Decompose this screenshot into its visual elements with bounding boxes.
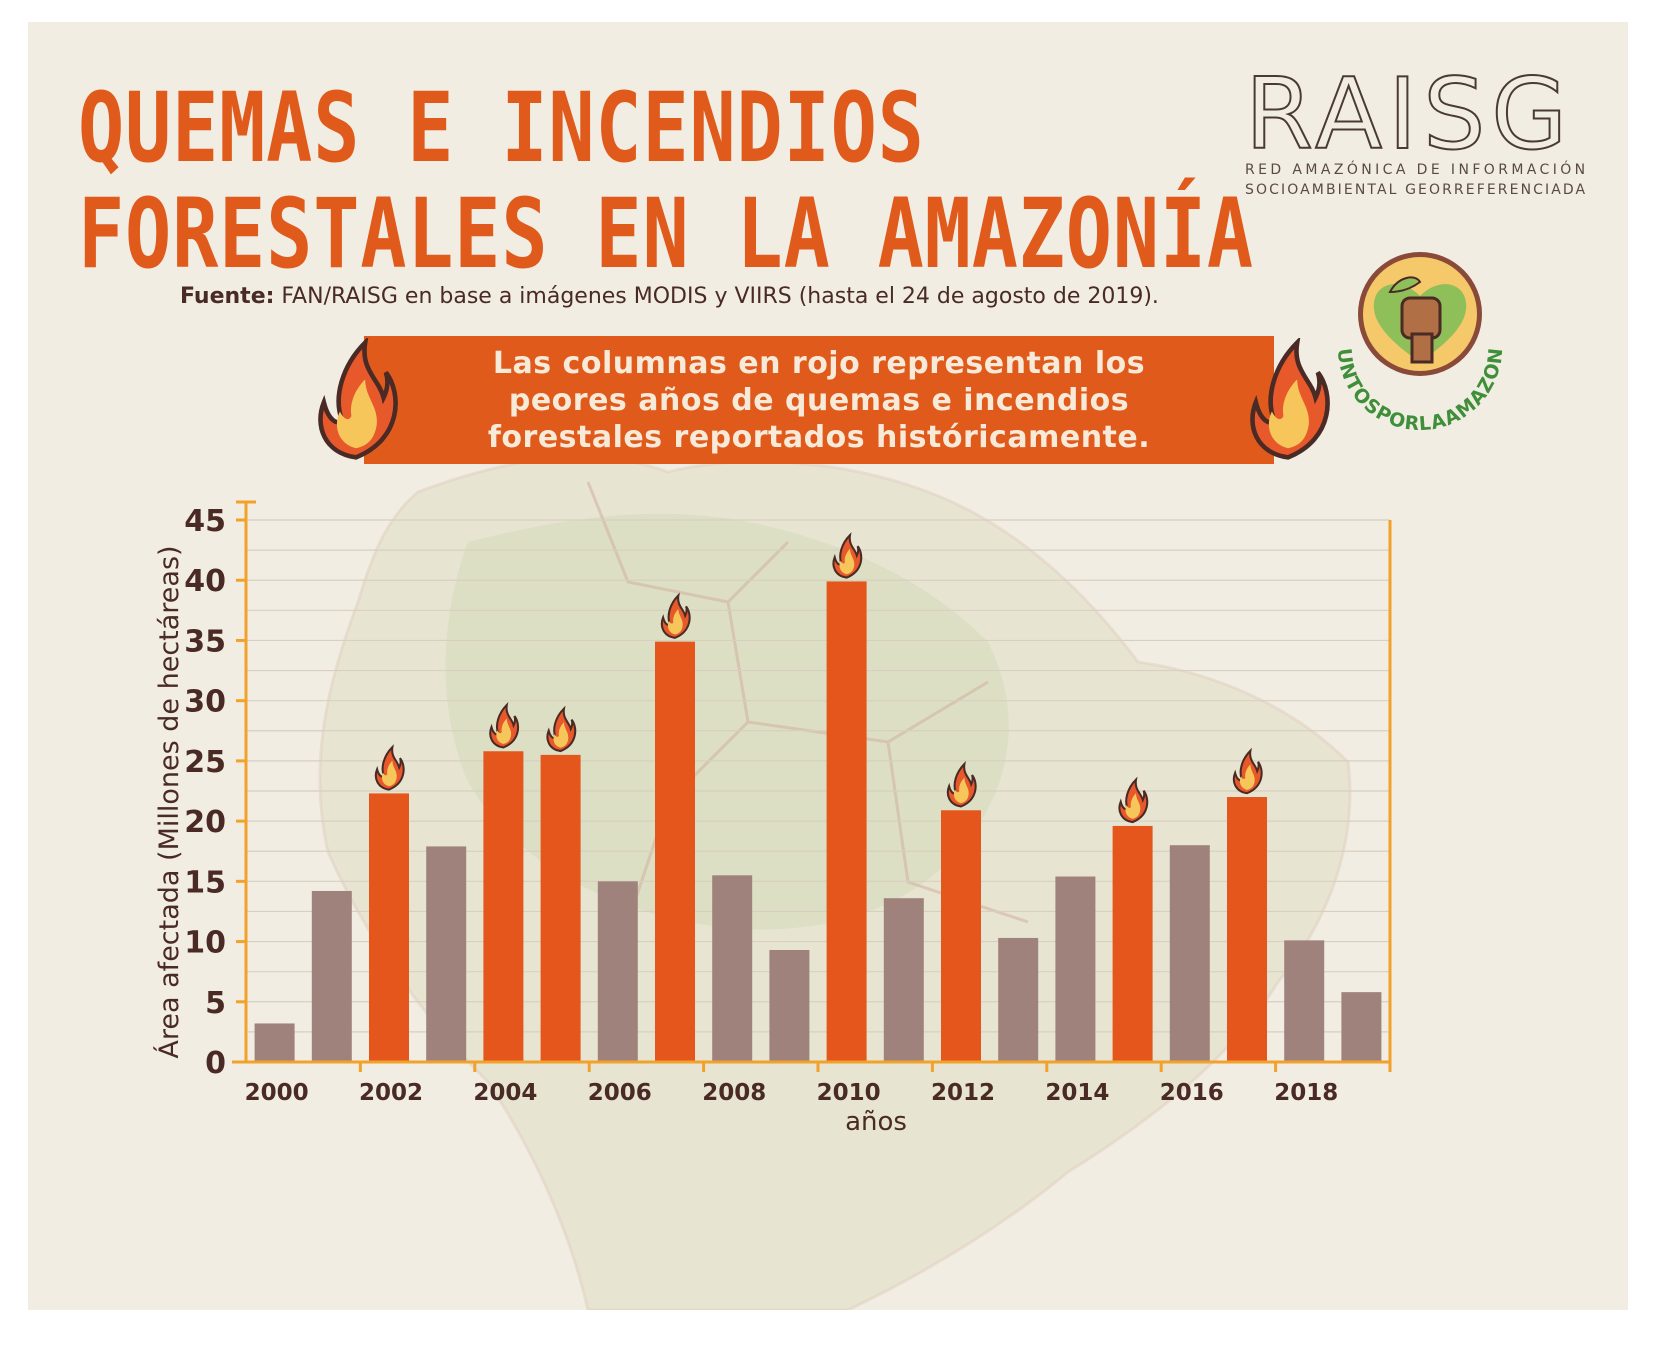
y-tick-label: 45	[184, 504, 226, 539]
banner-line-3: forestales reportados históricamente.	[487, 419, 1151, 455]
bar-2014	[1055, 876, 1096, 1062]
title-line-1: QUEMAS E INCENDIOS	[78, 72, 925, 184]
source-text: FAN/RAISG en base a imágenes MODIS y VII…	[281, 284, 1159, 309]
y-tick-label: 40	[184, 564, 226, 599]
y-tick-label: 35	[184, 624, 226, 659]
x-tick-label: 2012	[931, 1080, 995, 1106]
bar-2010	[826, 581, 867, 1062]
bar-2005	[540, 754, 581, 1062]
banner: Las columnas en rojo representan los peo…	[364, 336, 1274, 464]
gridlines	[246, 519, 1390, 1033]
x-axis-title: años	[845, 1107, 907, 1137]
raisg-logo-line-2: SOCIOAMBIENTAL GEORREFERENCIADA	[1245, 182, 1587, 198]
source-label: Fuente:	[180, 284, 275, 309]
bar-2007	[655, 641, 695, 1062]
x-tick-label: 2006	[588, 1080, 652, 1106]
bar-2015	[1112, 825, 1153, 1062]
x-tick-label: 2014	[1045, 1080, 1109, 1106]
y-tick-label: 20	[184, 805, 226, 840]
flame-icon	[660, 592, 691, 639]
x-tick-label: 2002	[359, 1080, 423, 1106]
raisg-logo-line-1: RED AMAZÓNICA DE INFORMACIÓN	[1245, 160, 1589, 178]
title-line-2: FORESTALES EN LA AMAZONÍA	[78, 178, 1254, 290]
banner-line-2: peores años de quemas e incendios	[508, 382, 1130, 418]
bar-2009	[769, 949, 810, 1062]
bar-2008	[712, 875, 753, 1062]
flame-icon	[832, 532, 863, 579]
x-tick-label: 2016	[1160, 1080, 1224, 1106]
bar-2003	[426, 846, 467, 1062]
flame-icon	[374, 744, 405, 791]
bar-2002	[369, 793, 409, 1062]
juntos-badge: #JUNTOSPORLAAMAZONIA	[1320, 230, 1506, 430]
bar-2019	[1341, 992, 1382, 1062]
x-tick-label: 2004	[473, 1080, 537, 1106]
x-tick-label: 2000	[245, 1080, 309, 1106]
bar-2013	[998, 937, 1039, 1062]
bar-2018	[1284, 940, 1325, 1062]
x-tick-label: 2008	[702, 1080, 766, 1106]
y-tick-label: 25	[184, 745, 226, 780]
y-tick-label: 10	[184, 926, 226, 961]
x-tick-label: 2018	[1274, 1080, 1338, 1106]
bar-2006	[597, 881, 638, 1062]
axes	[232, 500, 1392, 1072]
bars	[254, 581, 1382, 1062]
bar-flames	[374, 532, 1263, 824]
source-note: Fuente: FAN/RAISG en base a imágenes MOD…	[180, 284, 1159, 309]
bar-chart: 0 5 10 15 20 25 30 35 40 45 2000 2002 2004 2006 2008 20…	[153, 500, 1392, 1137]
bar-2001	[311, 890, 352, 1062]
y-axis-title: Área afectada (Millones de hectáreas)	[153, 545, 185, 1058]
bar-2004	[483, 751, 524, 1062]
flame-icon	[489, 701, 520, 749]
flame-icon	[1118, 776, 1149, 824]
infographic: QUEMAS E INCENDIOS FORESTALES EN LA AMAZ…	[28, 22, 1628, 1310]
bar-2011	[883, 898, 924, 1062]
y-tick-label: 5	[205, 986, 226, 1021]
raised-fist-icon	[1388, 276, 1442, 364]
y-tick-label: 15	[184, 865, 226, 900]
flame-icon	[946, 760, 977, 808]
banner-line-1: Las columnas en rojo representan los	[492, 345, 1146, 381]
bar-2012	[941, 810, 981, 1062]
bar-2017	[1227, 797, 1267, 1062]
raisg-logo: RAISG RED AMAZÓNICA DE INFORMACIÓN SOCIO…	[1244, 57, 1589, 198]
bar-2000	[254, 1023, 295, 1062]
flame-icon	[1232, 747, 1263, 795]
raisg-logo-name: RAISG	[1245, 58, 1573, 172]
y-tick-label: 0	[205, 1046, 226, 1081]
y-tick-label: 30	[184, 685, 226, 720]
x-tick-label: 2010	[817, 1080, 881, 1106]
flame-icon	[546, 705, 577, 753]
tick-labels: 0 5 10 15 20 25 30 35 40 45 2000 2002 2004 2006 2008 20…	[184, 504, 1338, 1106]
bar-2016	[1169, 845, 1210, 1062]
flame-icon	[318, 338, 398, 460]
flame-icon	[1250, 338, 1330, 460]
